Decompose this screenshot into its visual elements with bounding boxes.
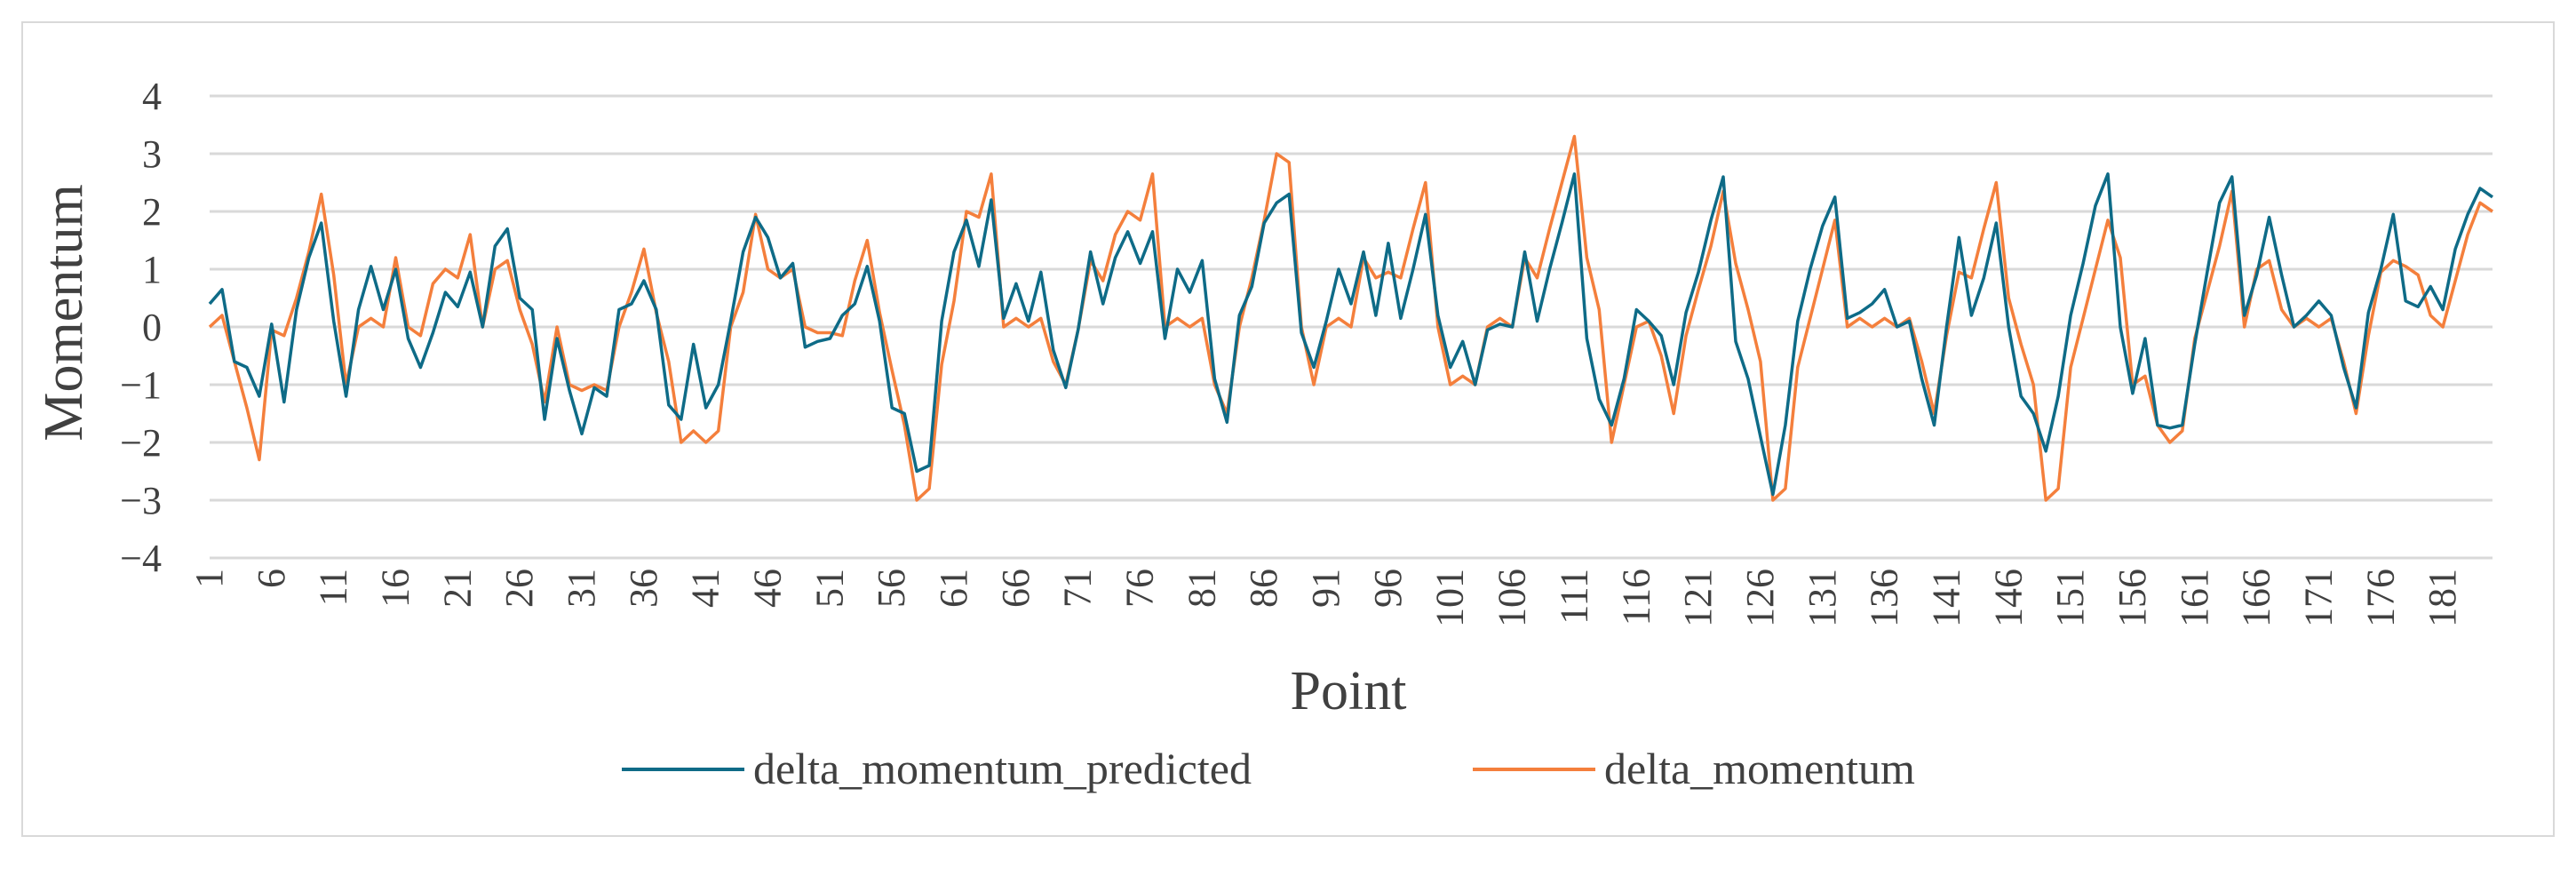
x-tick-label: 116 — [1614, 569, 1658, 625]
legend-label-predicted: delta_momentum_predicted — [753, 744, 1252, 793]
x-tick-label: 176 — [2358, 569, 2402, 627]
x-tick-label: 61 — [932, 569, 975, 608]
x-tick-label: 36 — [622, 569, 665, 608]
x-tick-label: 106 — [1491, 569, 1534, 627]
x-tick-label: 1 — [187, 569, 231, 588]
x-tick-label: 81 — [1180, 569, 1223, 608]
y-tick-label: −4 — [120, 537, 162, 580]
x-tick-label: 101 — [1428, 569, 1472, 627]
x-axis-title: Point — [1291, 661, 1407, 721]
legend: delta_momentum_predicted delta_momentum — [622, 744, 1915, 793]
legend-label-actual: delta_momentum — [1604, 744, 1915, 793]
y-tick-label: −2 — [120, 421, 162, 465]
chart-frame — [21, 21, 2555, 837]
x-tick-label: 71 — [1056, 569, 1100, 608]
x-tick-label: 96 — [1366, 569, 1410, 608]
x-tick-label: 181 — [2421, 569, 2464, 627]
series-line-predicted — [208, 172, 2494, 497]
x-tick-label: 166 — [2235, 569, 2278, 627]
x-tick-label: 6 — [250, 569, 293, 588]
x-tick-label: 66 — [994, 569, 1038, 608]
y-tick-label: −3 — [120, 479, 162, 522]
x-tick-label: 121 — [1676, 569, 1720, 627]
y-tick-label: 1 — [142, 248, 162, 291]
x-tick-label: 41 — [684, 569, 727, 608]
x-tick-label: 51 — [807, 569, 851, 608]
x-tick-label: 11 — [312, 569, 355, 606]
x-tick-label: 56 — [870, 569, 913, 608]
grid-lines — [210, 94, 2493, 560]
y-tick-label: 4 — [142, 75, 162, 118]
x-tick-label: 136 — [1863, 569, 1906, 627]
x-tick-label: 161 — [2173, 569, 2216, 627]
x-tick-label: 111 — [1552, 569, 1595, 625]
x-tick-label: 131 — [1801, 569, 1844, 627]
x-tick-label: 16 — [374, 569, 417, 608]
y-tick-label: 0 — [142, 306, 162, 349]
y-axis-tick-labels: 4 3 2 1 0 −1 −2 −3 −4 — [120, 75, 162, 580]
x-tick-label: 21 — [435, 569, 479, 608]
x-axis-tick-labels: 1 6 11 16 21 26 31 36 41 46 51 56 61 66 71 76 81 86 91 96 10… — [187, 569, 2464, 627]
y-tick-label: 3 — [142, 132, 162, 176]
x-tick-label: 151 — [2048, 569, 2092, 627]
x-tick-label: 146 — [1986, 569, 2030, 627]
series-line-actual — [208, 134, 2493, 502]
x-tick-label: 26 — [497, 569, 541, 608]
x-tick-label: 76 — [1118, 569, 1162, 608]
x-tick-label: 86 — [1242, 569, 1285, 608]
x-tick-label: 46 — [746, 569, 790, 608]
y-tick-label: −1 — [120, 363, 162, 407]
x-tick-label: 171 — [2296, 569, 2340, 627]
x-tick-label: 126 — [1738, 569, 1782, 627]
x-tick-label: 91 — [1304, 569, 1348, 608]
x-tick-label: 31 — [560, 569, 603, 608]
x-tick-label: 141 — [1924, 569, 1968, 627]
series-lines — [208, 134, 2494, 502]
y-axis-title: Momentum — [34, 184, 94, 441]
x-tick-label: 156 — [2111, 569, 2154, 627]
y-tick-label: 2 — [142, 190, 162, 234]
